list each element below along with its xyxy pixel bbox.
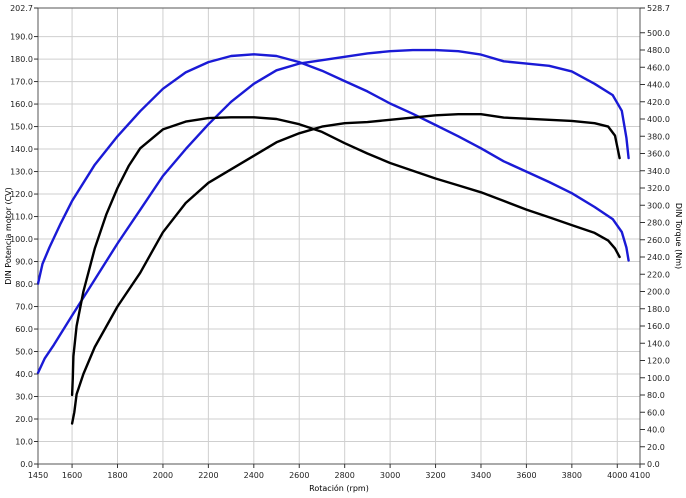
y-left-tick-label: 190.0	[10, 33, 33, 42]
y-right-tick-label: 460.0	[647, 63, 670, 72]
x-axis-title: Rotación (rpm)	[309, 483, 369, 493]
y-left-tick-label: 160.0	[10, 100, 33, 109]
y-left-tick-label: 120.0	[10, 190, 33, 199]
x-tick-label: 2000	[153, 471, 173, 480]
series-line-2	[36, 53, 630, 285]
series-line-4	[70, 116, 621, 397]
y-left-tick-label: 40.0	[15, 370, 33, 379]
x-tick-label: 3200	[425, 471, 445, 480]
x-tick-label: 1800	[107, 471, 127, 480]
y-left-tick-label: 50.0	[15, 348, 33, 357]
x-tick-label: 2800	[334, 471, 354, 480]
y-left-tick-label: 80.0	[15, 280, 33, 289]
y-left-tick-label: 130.0	[10, 168, 33, 177]
y-left-tick-label: 150.0	[10, 123, 33, 132]
x-axis-ticks: 1450 1600 1800 2000 2200 2400 2600 2800 3000 3200…	[28, 464, 650, 480]
y-right-tick-label: 320.0	[647, 184, 670, 193]
y-right-tick-label: 380.0	[647, 132, 670, 141]
y-right-tick-label: 100.0	[647, 374, 670, 383]
y-left-tick-label: 180.0	[10, 55, 33, 64]
y-right-tick-label: 360.0	[647, 150, 670, 159]
x-tick-label: 2600	[289, 471, 309, 480]
y-right-tick-label: 120.0	[647, 357, 670, 366]
y-right-tick-label: 340.0	[647, 167, 670, 176]
y-right-tick-label: 80.0	[647, 391, 665, 400]
y-right-tick-label: 160.0	[647, 322, 670, 331]
y-right-tick-label: 200.0	[647, 288, 670, 297]
y-left-axis-title: DIN Potencia motor (CV)	[4, 187, 13, 285]
x-tick-label: 2200	[198, 471, 218, 480]
grid-lines	[38, 8, 640, 464]
y-right-tick-label: 440.0	[647, 81, 670, 90]
y-left-tick-label: 202.7	[10, 4, 33, 13]
y-right-tick-label: 180.0	[647, 305, 670, 314]
x-tick-label: 1450	[28, 471, 48, 480]
x-tick-label: 3400	[471, 471, 491, 480]
y-right-tick-label: 260.0	[647, 236, 670, 245]
y-left-tick-label: 20.0	[15, 415, 33, 424]
series-line-3	[70, 112, 621, 425]
y-right-axis-title: DIN Torque (Nm)	[674, 203, 683, 269]
x-tick-label: 2400	[244, 471, 264, 480]
y-right-tick-label: 400.0	[647, 115, 670, 124]
y-left-tick-label: 70.0	[15, 303, 33, 312]
y-left-tick-label: 170.0	[10, 78, 33, 87]
y-left-tick-label: 100.0	[10, 235, 33, 244]
y-right-tick-label: 280.0	[647, 219, 670, 228]
y-left-axis-ticks: 0.0 10.0 20.0 30.0 40.0 50.0 60.0 70.0 80.0 90.0 1…	[10, 4, 38, 469]
y-right-tick-label: 20.0	[647, 443, 665, 452]
y-right-tick-label: 240.0	[647, 253, 670, 262]
y-right-tick-label: 220.0	[647, 270, 670, 279]
y-left-tick-label: 140.0	[10, 145, 33, 154]
y-left-tick-label: 10.0	[15, 438, 33, 447]
y-right-tick-label: 300.0	[647, 201, 670, 210]
series-layer	[36, 48, 630, 425]
y-right-axis-ticks: 0.0 20.0 40.0 60.0 80.0 100.0 120.0 140.0 160.0 1…	[640, 4, 670, 469]
x-tick-label: 4000	[607, 471, 627, 480]
x-tick-label: 3600	[516, 471, 536, 480]
series-line-1	[36, 48, 630, 375]
y-right-tick-label: 500.0	[647, 29, 670, 38]
y-left-tick-label: 60.0	[15, 325, 33, 334]
y-left-tick-label: 110.0	[10, 213, 33, 222]
x-tick-label: 1600	[62, 471, 82, 480]
y-right-tick-label: 60.0	[647, 408, 665, 417]
y-right-tick-label: 420.0	[647, 98, 670, 107]
y-right-tick-label: 0.0	[647, 460, 660, 469]
y-left-tick-label: 30.0	[15, 393, 33, 402]
y-right-tick-label: 140.0	[647, 339, 670, 348]
x-tick-label: 4100	[630, 471, 650, 480]
x-tick-label: 3000	[380, 471, 400, 480]
y-right-tick-label: 40.0	[647, 426, 665, 435]
x-tick-label: 3800	[562, 471, 582, 480]
plot-frame	[37, 7, 641, 465]
y-left-tick-label: 0.0	[20, 460, 33, 469]
y-left-tick-label: 90.0	[15, 258, 33, 267]
y-right-tick-label: 528.7	[647, 4, 670, 13]
y-right-tick-label: 480.0	[647, 46, 670, 55]
